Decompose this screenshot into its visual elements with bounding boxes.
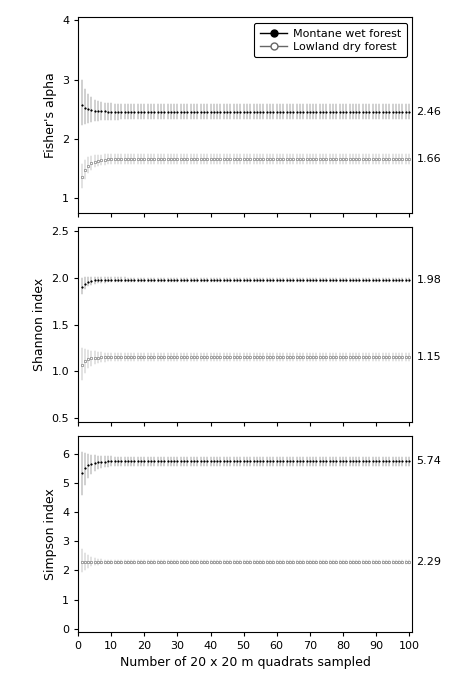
Text: 1.98: 1.98 — [417, 275, 441, 285]
Text: 2.29: 2.29 — [417, 557, 442, 567]
Text: 1.15: 1.15 — [417, 352, 441, 362]
Legend: Montane wet forest, Lowland dry forest: Montane wet forest, Lowland dry forest — [254, 23, 407, 57]
X-axis label: Number of 20 x 20 m quadrats sampled: Number of 20 x 20 m quadrats sampled — [120, 656, 371, 669]
Text: 1.66: 1.66 — [417, 154, 441, 164]
Y-axis label: Shannon index: Shannon index — [33, 278, 46, 371]
Text: 5.74: 5.74 — [417, 456, 441, 466]
Y-axis label: Fisher's alpha: Fisher's alpha — [44, 73, 56, 158]
Text: 2.46: 2.46 — [417, 107, 441, 117]
Y-axis label: Simpson index: Simpson index — [44, 488, 56, 580]
